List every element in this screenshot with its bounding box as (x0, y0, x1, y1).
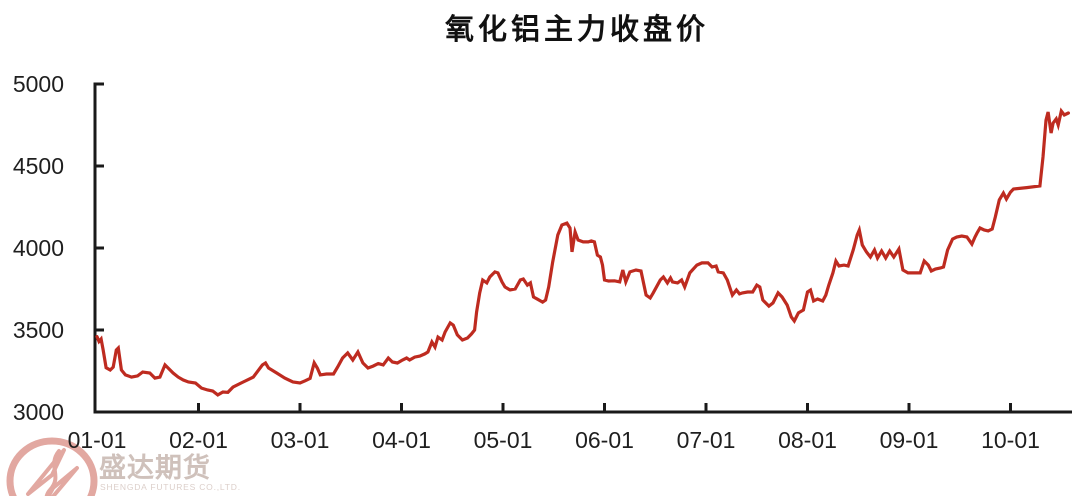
x-tick-label: 10-01 (981, 427, 1040, 453)
y-tick-label: 3000 (13, 399, 64, 425)
y-tick-label: 4000 (13, 235, 64, 261)
price-line-series (95, 107, 1070, 397)
x-tick-label: 05-01 (474, 427, 533, 453)
axes: 3000 3500 4000 4500 5000 01-01 02-01 03-01 04-01… (13, 71, 1072, 453)
series (95, 107, 1070, 397)
watermark-company-name: 盛达期货 (99, 452, 211, 483)
y-tick-label: 4500 (13, 153, 64, 179)
axis-frame (93, 82, 1072, 414)
shengda-logo-icon (6, 437, 98, 496)
x-tick-label: 03-01 (271, 427, 330, 453)
chart-title: 氧化铝主力收盘价 (444, 14, 710, 46)
watermark: 盛达期货 SHENGDA FUTURES CO.,LTD. (6, 437, 241, 496)
x-tick-label: 04-01 (372, 427, 431, 453)
y-tick-label: 5000 (13, 71, 64, 97)
x-tick-label: 08-01 (778, 427, 837, 453)
x-tick-label: 02-01 (169, 427, 228, 453)
x-tick-label: 09-01 (880, 427, 939, 453)
x-tick-label: 06-01 (575, 427, 634, 453)
x-tick-label: 07-01 (677, 427, 736, 453)
watermark-company-name-en: SHENGDA FUTURES CO.,LTD. (100, 482, 241, 492)
y-tick-label: 3500 (13, 317, 64, 343)
x-tick-label: 01-01 (68, 427, 127, 453)
